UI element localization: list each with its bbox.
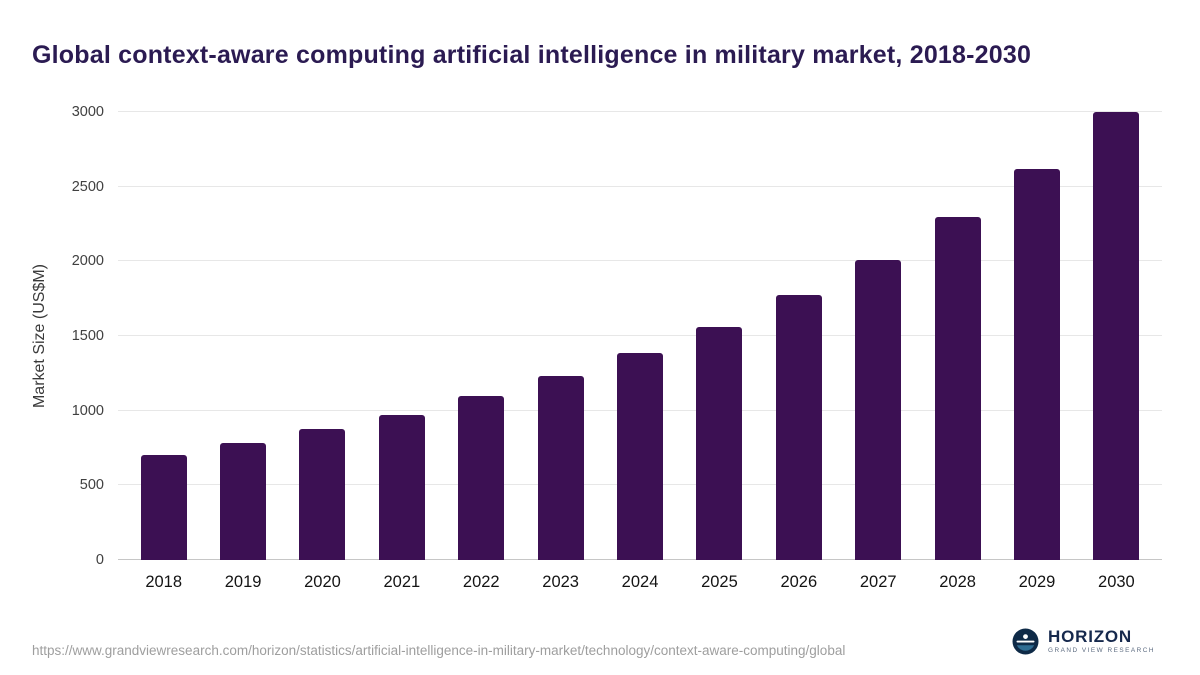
x-tick-label-2019: 2019 — [224, 573, 262, 591]
bar-cell-2019 — [203, 112, 282, 560]
y-tick-label-1500: 1500 — [71, 328, 104, 344]
y-tick-label-500: 500 — [79, 477, 104, 494]
bar-2021 — [378, 415, 425, 560]
y-tick-label-1000: 1000 — [71, 402, 104, 419]
bar-cell-2029 — [997, 112, 1076, 560]
bar-cell-2023 — [521, 112, 600, 560]
source-url-text: https://www.grandviewresearch.com/horizo… — [32, 643, 846, 659]
bar-2024 — [617, 353, 664, 560]
bar-cell-2018 — [124, 112, 203, 560]
gridline-2500 — [118, 185, 1162, 187]
bar-2026 — [775, 294, 822, 560]
x-tick-label-2018: 2018 — [145, 573, 183, 591]
gridline-2000 — [118, 260, 1162, 262]
bar-cell-2024 — [600, 112, 679, 560]
x-tick-label-2026: 2026 — [780, 573, 818, 591]
bar-2025 — [696, 327, 743, 560]
gridline-3000 — [118, 111, 1162, 112]
bar-cell-2027 — [839, 112, 918, 560]
logo-name: HORIZON — [1048, 627, 1132, 647]
bar-cell-2025 — [680, 112, 759, 560]
bar-cell-2026 — [759, 112, 838, 560]
bar-2023 — [537, 376, 584, 560]
x-labels: 2018 2019 2020 2021 2022 2023 2024 2025 2026 2027… — [118, 573, 1162, 592]
bar-2018 — [140, 455, 187, 560]
bar-chart: 0 500 1000 1500 2000 2500 3000 2018 2019 2020 202… — [72, 104, 1162, 591]
y-axis-title: Market Size (US$M) — [31, 263, 48, 409]
y-tick-label-0: 0 — [95, 552, 104, 568]
y-tick-label-2000: 2000 — [71, 253, 104, 270]
x-tick-label-2024: 2024 — [621, 573, 659, 591]
x-tick-label-2025: 2025 — [701, 573, 738, 591]
bar-cell-2020 — [283, 112, 362, 560]
bars — [118, 112, 1162, 560]
x-tick-label-2029: 2029 — [1018, 573, 1056, 591]
horizon-circle-icon — [1012, 628, 1039, 655]
logo-subtext: GRAND VIEW RESEARCH — [1048, 647, 1155, 655]
x-tick-label-2023: 2023 — [542, 573, 579, 591]
bar-2029 — [1013, 168, 1060, 560]
bar-2028 — [934, 217, 981, 560]
y-tick-label-3000: 3000 — [71, 104, 104, 120]
bar-2030 — [1093, 112, 1140, 560]
bar-cell-2028 — [918, 112, 997, 560]
bar-2027 — [855, 259, 902, 560]
x-tick-label-2030: 2030 — [1098, 573, 1135, 591]
y-tick-label-2500: 2500 — [71, 178, 104, 195]
bar-cell-2030 — [1077, 112, 1156, 560]
bar-2019 — [220, 442, 267, 560]
horizon-logo: HORIZON GRAND VIEW RESEARCH — [1012, 628, 1155, 655]
bar-2020 — [299, 429, 346, 560]
x-tick-label-2021: 2021 — [383, 573, 421, 591]
page-title: Global context-aware computing artificia… — [32, 40, 1032, 69]
bar-cell-2022 — [442, 112, 521, 560]
bar-cell-2021 — [362, 112, 441, 560]
x-tick-label-2027: 2027 — [859, 573, 897, 591]
logo-text-block: HORIZON GRAND VIEW RESEARCH — [1048, 628, 1155, 654]
gridline-1500 — [118, 335, 1162, 336]
x-tick-label-2028: 2028 — [939, 573, 976, 591]
x-tick-label-2022: 2022 — [462, 573, 500, 591]
bar-2022 — [458, 396, 505, 560]
x-tick-label-2020: 2020 — [304, 573, 341, 591]
